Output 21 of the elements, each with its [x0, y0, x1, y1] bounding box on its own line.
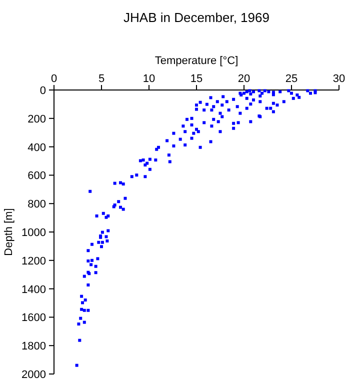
- x-tick-label: 15: [190, 73, 203, 85]
- chart-title: JHAB in December, 1969: [124, 10, 270, 25]
- x-tick-label: 10: [142, 73, 156, 85]
- y-tick-label: 1600: [22, 312, 46, 324]
- x-tick-label: 5: [98, 73, 105, 85]
- y-tick-label: 800: [28, 198, 46, 211]
- y-tick-label: 0: [40, 85, 46, 97]
- x-tick-label: 30: [332, 73, 346, 85]
- y-tick-label: 600: [28, 170, 46, 182]
- y-tick-label: 200: [28, 113, 46, 126]
- x-tick-label: 25: [285, 73, 298, 85]
- x-tick-label: 20: [238, 73, 250, 85]
- y-tick-label: 1800: [22, 340, 46, 353]
- y-tick-label: 1000: [22, 227, 46, 239]
- y-tick-label: 1400: [22, 284, 46, 296]
- y-tick-label: 1200: [22, 255, 46, 268]
- y-tick-label: 400: [28, 142, 46, 154]
- x-axis-title: Temperature [°C]: [154, 55, 238, 67]
- y-tick-label: 2000: [22, 369, 46, 381]
- x-tick-label: 0: [50, 73, 58, 85]
- y-axis-title: Depth [m]: [3, 208, 15, 256]
